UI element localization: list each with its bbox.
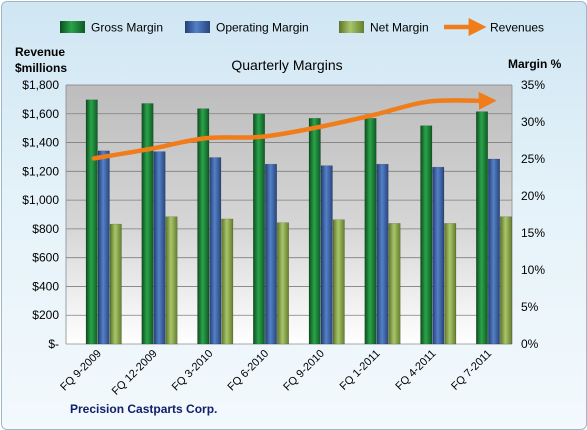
legend-label-operating-margin: Operating Margin: [216, 21, 309, 35]
category-label: FQ 6-2010: [226, 348, 272, 394]
bar-operating-margin-7: [432, 166, 445, 345]
bar-gross-margin-5: [308, 118, 321, 345]
bar-net-margin-3: [221, 218, 234, 345]
bar-net-margin-1: [109, 223, 122, 345]
bar-operating-margin-1: [97, 150, 110, 345]
bar-gross-margin-4: [253, 113, 265, 345]
right-tick-label: 25%: [521, 152, 545, 166]
right-axis-ticks: 0% 5% 10% 15% 20% 25% 30% 35%: [521, 78, 545, 351]
bar-operating-margin-3: [209, 157, 222, 345]
left-axis-title-line1: Revenue: [15, 45, 65, 59]
bar-operating-margin-4: [265, 163, 277, 345]
right-tick-label: 15%: [521, 226, 545, 240]
left-tick-label: $1,000: [22, 193, 59, 207]
left-tick-label: $1,200: [22, 164, 59, 178]
right-tick-label: 35%: [521, 78, 545, 92]
left-tick-label: $600: [32, 251, 59, 265]
category-label: FQ 9-2010: [281, 348, 327, 394]
bar-gross-margin-3: [197, 108, 210, 345]
right-tick-label: 20%: [521, 189, 545, 203]
bar-gross-margin-7: [420, 125, 433, 345]
bar-net-margin-8: [500, 216, 512, 345]
right-axis-title: Margin %: [508, 57, 562, 71]
grid-lines: [65, 84, 513, 345]
bar-net-margin-4: [277, 222, 289, 345]
legend-swatch-net-margin: [339, 21, 364, 33]
bar-operating-margin-2: [153, 151, 166, 345]
legend-label-revenues: Revenues: [490, 21, 544, 35]
bar-gross-margin-2: [141, 103, 154, 345]
category-label: FQ 9-2009: [58, 348, 104, 394]
left-tick-label: $400: [32, 279, 59, 293]
bar-gross-margin-8: [476, 111, 488, 345]
bar-net-margin-2: [165, 216, 178, 345]
right-tick-label: 0%: [521, 337, 539, 351]
category-label: FQ 3-2010: [170, 348, 216, 394]
right-tick-label: 5%: [521, 300, 539, 314]
source-label: Precision Castparts Corp.: [70, 402, 217, 416]
bar-gross-margin-1: [85, 99, 98, 345]
left-tick-label: $1,400: [22, 136, 59, 150]
left-axis-ticks: $- $200 $400 $600 $800 $1,000 $1,200 $1,400 $1,6…: [22, 78, 59, 351]
category-label: FQ 4-2011: [393, 348, 438, 393]
left-tick-label: $200: [32, 308, 59, 322]
category-label: FQ 12-2009: [110, 348, 160, 398]
left-tick-label: $1,800: [22, 78, 59, 92]
bar-operating-margin-5: [320, 165, 333, 345]
bar-net-margin-6: [388, 223, 401, 345]
legend-swatch-gross-margin: [60, 21, 85, 33]
legend: Gross Margin Operating Margin Net Margin…: [60, 18, 544, 36]
right-tick-label: 30%: [521, 115, 545, 129]
revenues-line: [91, 91, 497, 161]
left-tick-label: $-: [48, 337, 59, 351]
left-axis-title-line2: $millions: [15, 61, 67, 75]
bars-layer: [85, 99, 512, 345]
bar-operating-margin-8: [488, 158, 500, 345]
right-tick-label: 10%: [521, 263, 545, 277]
left-tick-label: $800: [32, 222, 59, 236]
category-labels: FQ 9-2009 FQ 12-2009 FQ 3-2010 FQ 6-2010 FQ …: [58, 348, 494, 398]
legend-swatch-operating-margin: [185, 21, 210, 33]
left-tick-label: $1,600: [22, 107, 59, 121]
bar-net-margin-7: [444, 223, 457, 345]
legend-label-net-margin: Net Margin: [370, 21, 429, 35]
bar-operating-margin-6: [376, 163, 389, 345]
bar-net-margin-5: [332, 219, 345, 345]
category-label: FQ 7-2011: [449, 348, 494, 393]
revenue-line-layer: [91, 91, 497, 161]
bar-gross-margin-6: [364, 118, 377, 345]
legend-label-gross-margin: Gross Margin: [91, 21, 163, 35]
category-label: FQ 1-2011: [338, 348, 383, 393]
chart-title: Quarterly Margins: [231, 57, 342, 73]
